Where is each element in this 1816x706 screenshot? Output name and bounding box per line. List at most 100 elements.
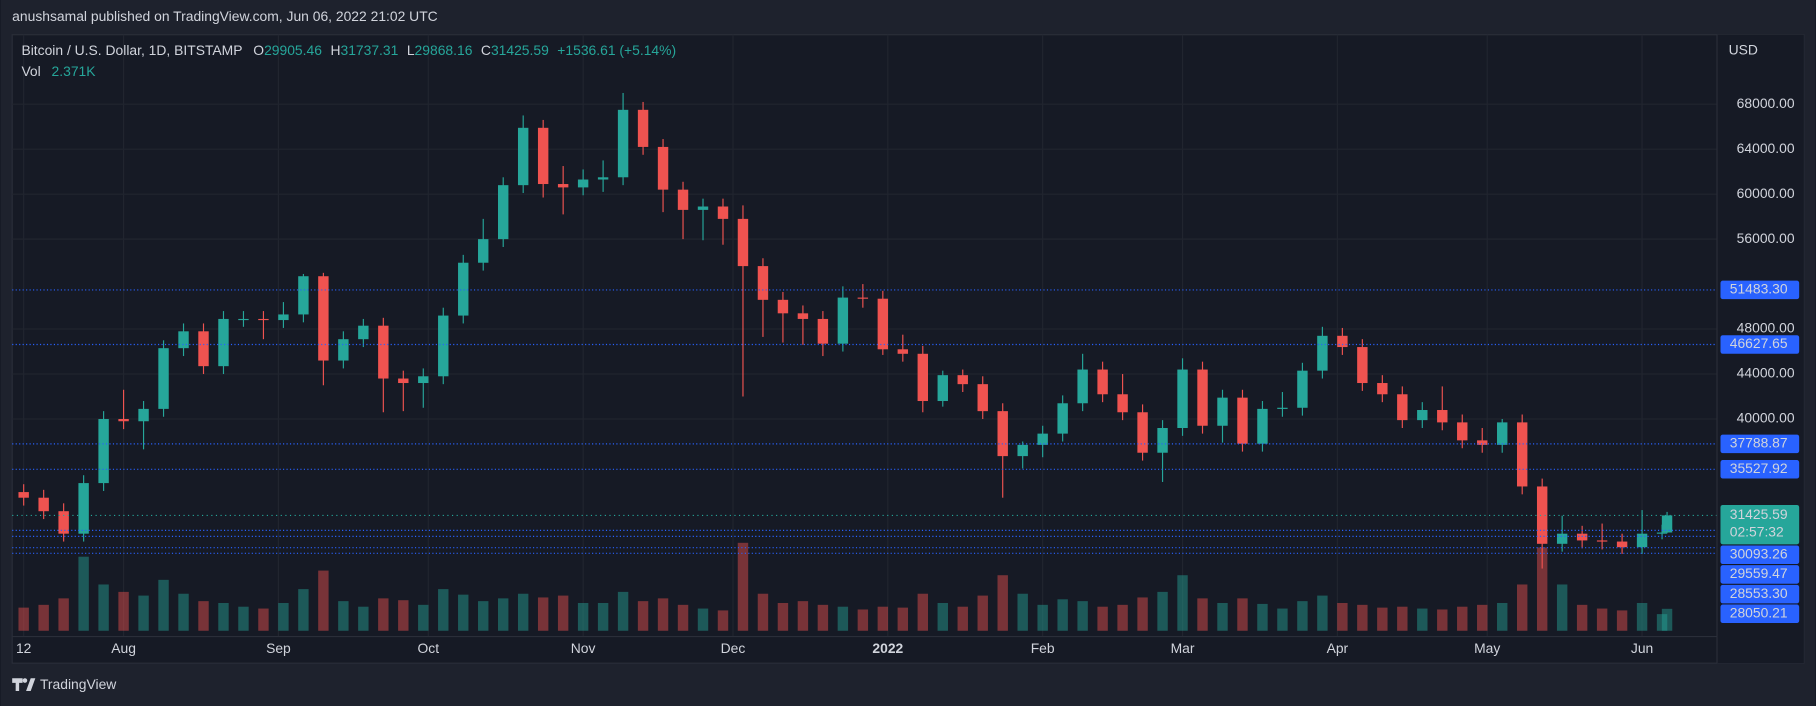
- candle-body: [657, 146, 669, 190]
- candle-body: [358, 325, 369, 340]
- volume-bar: [1636, 602, 1648, 631]
- volume-bar: [158, 579, 169, 631]
- x-tick-label: Jun: [1631, 640, 1653, 656]
- candle-body: [497, 185, 509, 240]
- volume-bar: [1337, 602, 1348, 631]
- volume-bar: [438, 589, 449, 631]
- candle-body: [977, 384, 988, 412]
- candle-body: [1556, 533, 1568, 544]
- candle-body: [438, 315, 449, 377]
- candle-body: [677, 189, 689, 210]
- level-box: [1720, 335, 1800, 354]
- candle-body: [298, 276, 309, 315]
- volume-bar: [318, 570, 329, 631]
- volume-legend: Vol 2.371K: [21, 62, 96, 78]
- candle-body: [1477, 440, 1488, 445]
- candle-body: [458, 262, 469, 316]
- candle-body: [1417, 410, 1428, 421]
- volume-bar: [1457, 606, 1468, 631]
- candle-body: [398, 378, 409, 384]
- volume-bar: [997, 575, 1008, 631]
- volume-bar: [18, 607, 29, 631]
- volume-bar: [657, 598, 669, 631]
- volume-bar: [637, 601, 649, 631]
- candle-body: [737, 218, 749, 267]
- x-tick-label: Mar: [1171, 640, 1195, 656]
- candle-body: [637, 109, 649, 147]
- volume-bar: [977, 595, 988, 631]
- publisher: anushsamal published on TradingView.com,…: [12, 8, 438, 24]
- candle-body: [18, 492, 29, 498]
- y-tick-label: 56000.00: [1737, 230, 1795, 246]
- volume-bar: [1357, 604, 1368, 631]
- candle-body: [1017, 444, 1028, 457]
- candle-body: [717, 206, 729, 219]
- candle-body: [1057, 403, 1068, 434]
- candle-body: [1257, 408, 1268, 444]
- candle-body: [1157, 428, 1168, 453]
- volume-bar: [378, 598, 389, 631]
- volume-bar: [1017, 593, 1028, 631]
- volume-bar: [1157, 591, 1168, 631]
- volume-bar: [218, 602, 229, 631]
- level-label: 35527.92: [1730, 460, 1788, 476]
- axes: 12 Aug Sep Oct Nov Dec 2022 Feb Mar Apr May Jun 4000…: [16, 95, 1800, 656]
- level-label: 29559.47: [1730, 565, 1788, 581]
- x-tick-label: May: [1474, 640, 1500, 656]
- candle-body: [617, 109, 629, 178]
- ohlc-value: 31737.31: [340, 42, 398, 58]
- currency: USD: [1729, 42, 1758, 58]
- footer: TradingView: [40, 676, 117, 692]
- volume-bar: [1297, 601, 1308, 631]
- volume-bar: [1536, 547, 1548, 631]
- x-tick-label: Nov: [571, 640, 596, 656]
- logo-icon: [22, 678, 28, 683]
- volume-name: Vol: [21, 62, 40, 78]
- y-tick-label: 68000.00: [1737, 95, 1795, 111]
- ohlc-value: 29868.16: [415, 42, 473, 58]
- x-tick-label: Oct: [417, 640, 439, 656]
- x-tick-label: Aug: [111, 640, 136, 656]
- level-label: 46627.65: [1730, 335, 1788, 351]
- volume-bar: [478, 601, 489, 631]
- price-label: 31425.59: [1730, 506, 1788, 522]
- candle-body: [318, 276, 329, 361]
- ohlc-value: 29905.46: [264, 42, 322, 58]
- volume-bar: [1437, 609, 1448, 631]
- candle-body: [897, 349, 909, 354]
- candle-body: [597, 177, 609, 180]
- candle-body: [98, 419, 109, 484]
- volume-bar: [78, 556, 89, 631]
- volume-bar: [517, 593, 529, 631]
- volume-bar: [537, 597, 549, 631]
- candle-body: [1497, 422, 1508, 445]
- volume-bar: [338, 601, 349, 631]
- volume-bar: [1417, 608, 1428, 631]
- legend-header: Bitcoin / U.S. Dollar, 1D, BITSTAMP O299…: [21, 42, 676, 58]
- volume-bar: [1516, 584, 1528, 631]
- ohlc-label: O: [253, 42, 264, 58]
- candle-body: [797, 313, 809, 319]
- volume-bar: [697, 608, 709, 631]
- volume-bar: [1656, 614, 1668, 631]
- candle-body: [1197, 369, 1208, 426]
- candle-body: [1137, 412, 1148, 453]
- candle-body: [757, 266, 769, 300]
- candle-body: [158, 348, 169, 409]
- volume-bar: [1317, 595, 1328, 631]
- candle-body: [557, 184, 569, 188]
- volume-bar: [278, 602, 289, 631]
- level-box: [1720, 280, 1800, 300]
- candle-body: [997, 411, 1008, 457]
- volume-bar: [917, 593, 928, 631]
- volume-bar: [1576, 604, 1588, 631]
- volume-bar: [398, 600, 409, 631]
- volume-bar: [877, 606, 889, 631]
- volume-bar: [1197, 598, 1208, 631]
- volume-bar: [118, 591, 129, 631]
- volume-bar: [58, 598, 69, 631]
- x-tick-label: Dec: [721, 640, 746, 656]
- volume-bar: [138, 595, 149, 631]
- volume-bar: [1377, 607, 1388, 631]
